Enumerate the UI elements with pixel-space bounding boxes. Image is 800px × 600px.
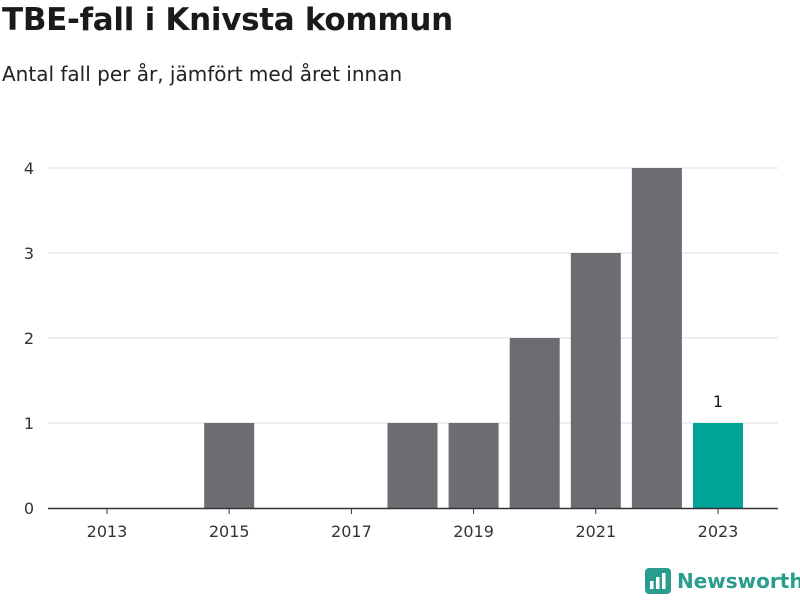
- chart-title: TBE-fall i Knivsta kommun: [2, 2, 453, 38]
- x-tick-label: 2021: [575, 522, 616, 541]
- data-label: 1: [713, 392, 723, 411]
- bar-chart-logo-icon: [645, 568, 671, 594]
- bar: [570, 253, 621, 508]
- bar: [448, 423, 499, 508]
- bar: [631, 168, 682, 508]
- newsworthy-logo: Newsworthy: [645, 568, 800, 594]
- chart-subtitle: Antal fall per år, jämfört med året inna…: [2, 62, 403, 86]
- bar-highlight: [693, 423, 743, 508]
- bar: [387, 423, 438, 508]
- x-tick-label: 2019: [453, 522, 494, 541]
- x-tick-label: 2017: [331, 522, 372, 541]
- brand-name: Newsworthy: [677, 569, 800, 593]
- bar: [509, 338, 560, 508]
- y-tick-label: 0: [24, 499, 34, 518]
- bar: [204, 423, 255, 508]
- y-tick-label: 3: [24, 244, 34, 263]
- y-tick-label: 2: [24, 329, 34, 348]
- y-tick-label: 4: [24, 159, 34, 178]
- y-tick-label: 1: [24, 414, 34, 433]
- x-tick-label: 2023: [698, 522, 739, 541]
- x-tick-label: 2013: [87, 522, 128, 541]
- bar-chart: 0 1 2 3 4 2013 2015 2017 2019 2021 2023 1: [24, 159, 778, 541]
- x-tick-label: 2015: [209, 522, 250, 541]
